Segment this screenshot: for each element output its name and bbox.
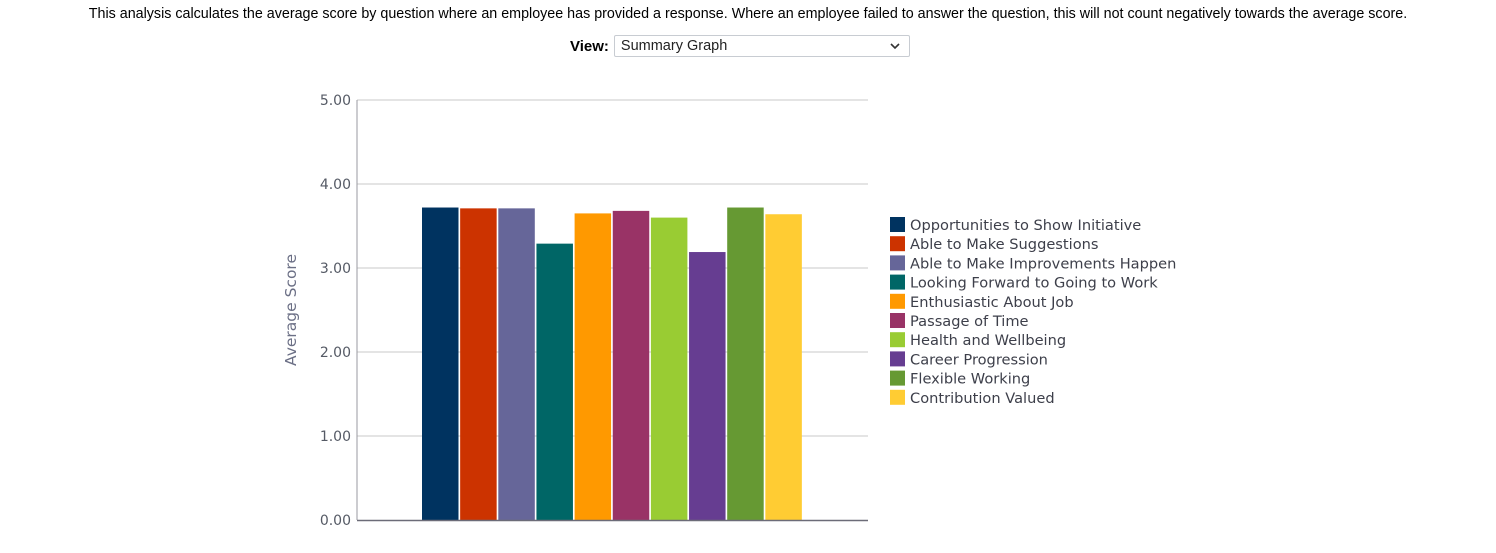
legend-swatch [890, 313, 905, 328]
legend-swatch [890, 274, 905, 290]
legend-label: Health and Wellbeing [910, 332, 1066, 349]
chevron-down-icon [890, 43, 900, 50]
y-tick-label: 5.00 [320, 93, 351, 109]
legend-label: Able to Make Improvements Happen [910, 255, 1176, 272]
legend-label: Career Progression [910, 351, 1048, 368]
bar-1 [422, 207, 459, 520]
view-selector-row: View: Summary Graph [570, 35, 910, 57]
bar-10 [765, 214, 802, 521]
y-tick-label: 2.00 [320, 345, 351, 361]
view-label: View: [570, 37, 609, 55]
bar-7 [650, 217, 688, 520]
bar-3 [498, 208, 535, 521]
legend-swatch [890, 255, 905, 271]
view-dropdown[interactable]: Summary Graph [613, 35, 910, 57]
view-dropdown-value: Summary Graph [620, 38, 728, 54]
y-tick-label: 3.00 [320, 261, 351, 277]
bar-4 [536, 243, 573, 520]
legend-label: Passage of Time [910, 313, 1029, 330]
legend-swatch [890, 332, 905, 348]
legend-label: Able to Make Suggestions [910, 236, 1098, 253]
legend-label: Enthusiastic About Job [910, 294, 1074, 311]
legend-swatch [890, 389, 905, 405]
legend-label: Opportunities to Show Initiative [910, 217, 1141, 234]
y-tick-label: 4.00 [320, 177, 351, 193]
legend-swatch [890, 370, 905, 386]
bar-8 [689, 252, 726, 521]
bar-9 [727, 207, 764, 520]
intro-text: This analysis calculates the average sco… [88, 6, 1408, 22]
legend-label: Flexible Working [910, 371, 1030, 388]
legend-swatch [890, 293, 905, 309]
y-axis-title: Average Score [282, 254, 300, 366]
bar-2 [460, 208, 497, 521]
bar-6 [612, 210, 650, 520]
legend-swatch [890, 351, 905, 367]
y-tick-label: 0.00 [320, 513, 351, 529]
bar-5 [574, 213, 612, 520]
legend-swatch [890, 236, 905, 252]
legend-label: Contribution Valued [910, 390, 1055, 407]
y-tick-label: 1.00 [320, 429, 351, 445]
legend-swatch [890, 217, 905, 232]
legend-label: Looking Forward to Going to Work [910, 275, 1158, 292]
